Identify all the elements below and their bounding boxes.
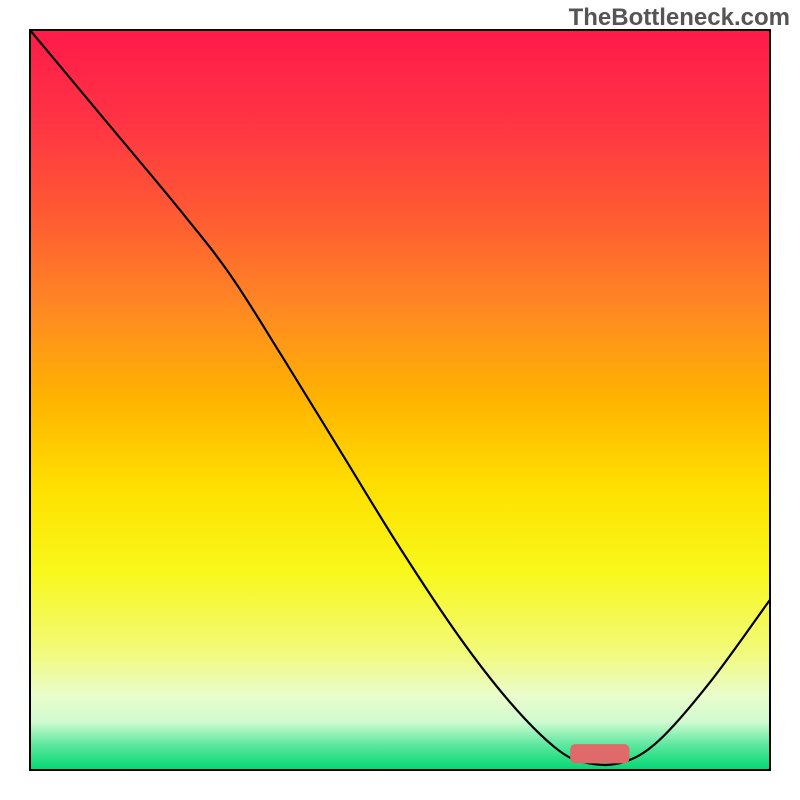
- watermark-text: TheBottleneck.com: [569, 4, 790, 32]
- bottleneck-chart: [0, 0, 800, 800]
- optimal-marker: [570, 744, 629, 763]
- chart-container: { "watermark": { "text": "TheBottleneck.…: [0, 0, 800, 800]
- gradient-background: [30, 30, 770, 770]
